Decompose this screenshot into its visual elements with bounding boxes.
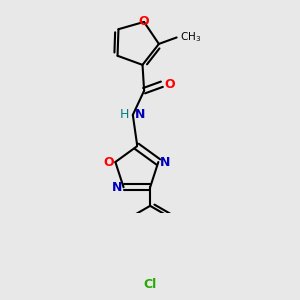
Text: N: N <box>112 181 122 194</box>
Text: H: H <box>119 108 129 122</box>
Text: CH$_3$: CH$_3$ <box>180 31 201 44</box>
Text: N: N <box>160 155 170 169</box>
Text: N: N <box>134 108 145 122</box>
Text: Cl: Cl <box>143 278 157 291</box>
Text: O: O <box>103 155 114 169</box>
Text: O: O <box>164 78 175 91</box>
Text: O: O <box>139 15 149 28</box>
